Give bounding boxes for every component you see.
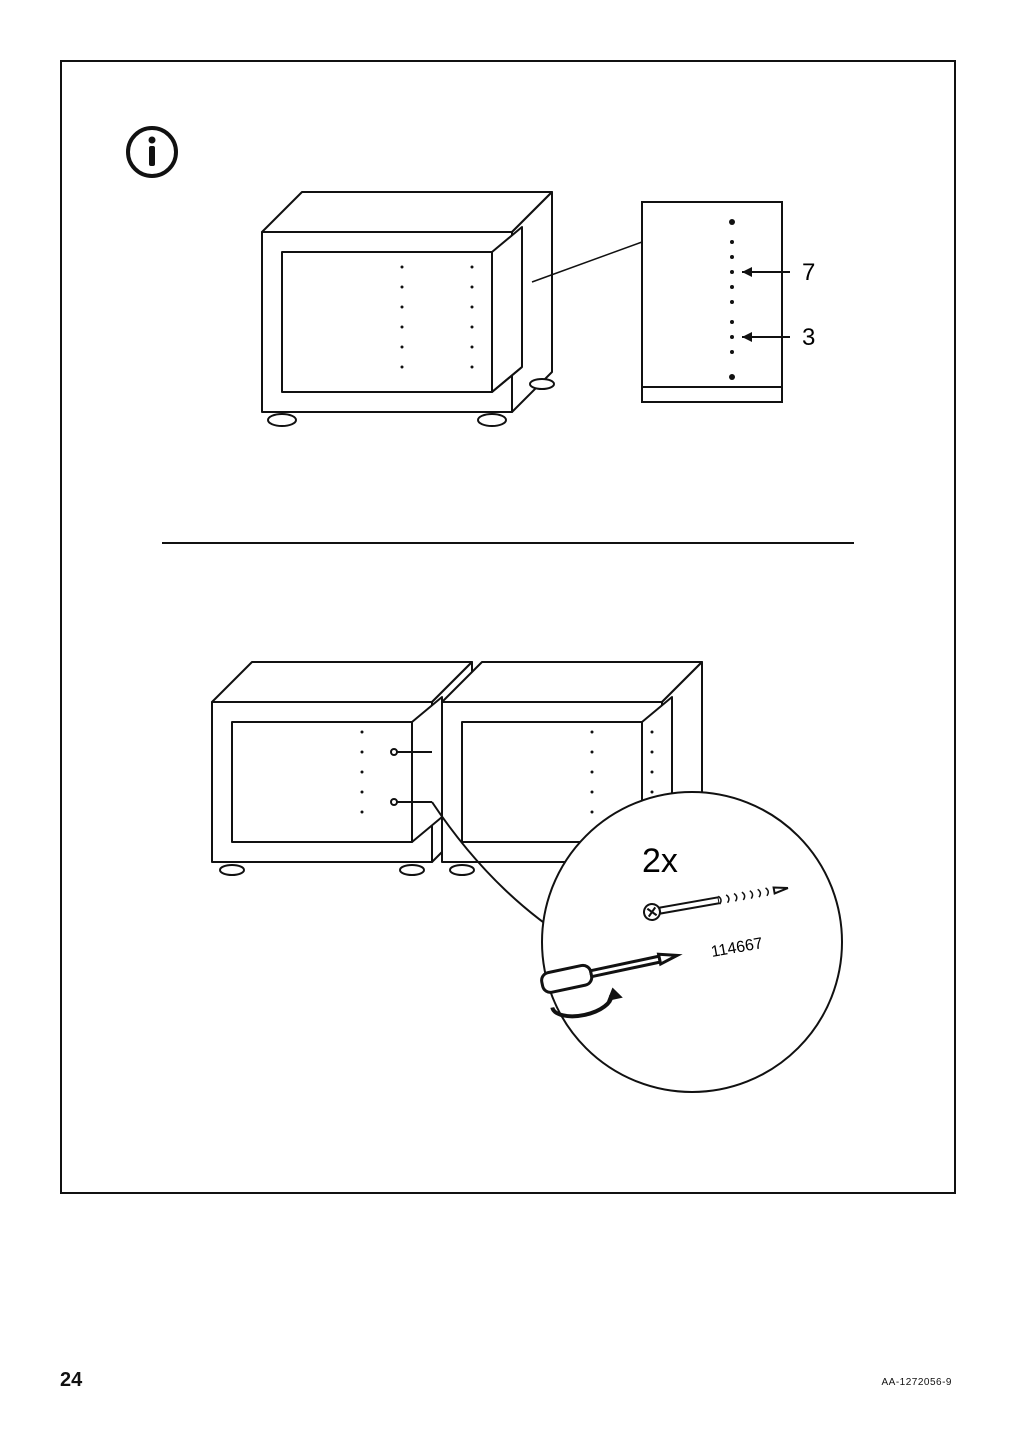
page: 7 3 [0, 0, 1012, 1432]
quantity-label: 2x [642, 842, 678, 880]
cabinet-single [262, 192, 554, 426]
document-code: AA-1272056-9 [882, 1377, 953, 1388]
callout-label-3: 3 [802, 324, 815, 351]
page-frame: 7 3 [60, 60, 956, 1194]
callout-label-7: 7 [802, 259, 815, 286]
detail-panel [642, 202, 790, 402]
page-number: 24 [60, 1369, 82, 1392]
screw-callout: 2x 114667 [540, 792, 842, 1092]
bottom-diagram: 2x 114667 [132, 582, 892, 1142]
section-divider [162, 542, 854, 544]
top-diagram: 7 3 [142, 152, 882, 512]
cabinet-left [212, 662, 472, 875]
